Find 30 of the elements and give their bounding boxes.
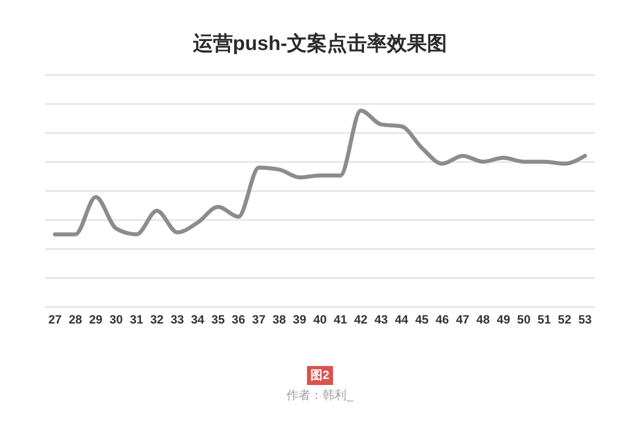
caption: 图2 (306, 366, 334, 385)
x-tick-label: 41 (334, 312, 348, 327)
x-tick-label: 36 (232, 312, 246, 327)
x-tick-label: 47 (456, 312, 470, 327)
x-tick-label: 39 (292, 312, 307, 327)
x-tick-label: 37 (252, 312, 266, 327)
chart-title: 运营push-文案点击率效果图 (192, 31, 448, 57)
x-tick-label: 40 (313, 312, 327, 327)
x-tick-label: 53 (578, 312, 592, 327)
x-tick-label: 34 (191, 312, 205, 327)
x-tick-label: 45 (415, 312, 429, 327)
x-tick-label: 49 (496, 312, 510, 327)
x-tick-label: 48 (476, 312, 490, 327)
text: 作者：韩利_ (286, 387, 354, 404)
x-tick-label: 29 (89, 312, 103, 327)
x-tick-label: 30 (109, 312, 124, 327)
x-tick-label: 31 (130, 312, 144, 327)
x-tick-label: 46 (436, 312, 450, 327)
x-tick-label: 28 (68, 312, 82, 327)
x-tick-label: 35 (211, 312, 226, 327)
x-tick-label: 44 (394, 312, 409, 327)
x-tick-label: 52 (558, 312, 572, 327)
x-tick-label: 38 (272, 312, 286, 327)
x-tick-label: 27 (48, 312, 62, 327)
x-tick-label: 43 (374, 312, 388, 327)
x-tick-label: 42 (354, 312, 368, 327)
x-tick-label: 50 (517, 312, 531, 327)
x-tick-label: 33 (170, 312, 184, 327)
x-tick-label: 51 (538, 312, 552, 327)
x-tick-label: 32 (150, 312, 164, 327)
